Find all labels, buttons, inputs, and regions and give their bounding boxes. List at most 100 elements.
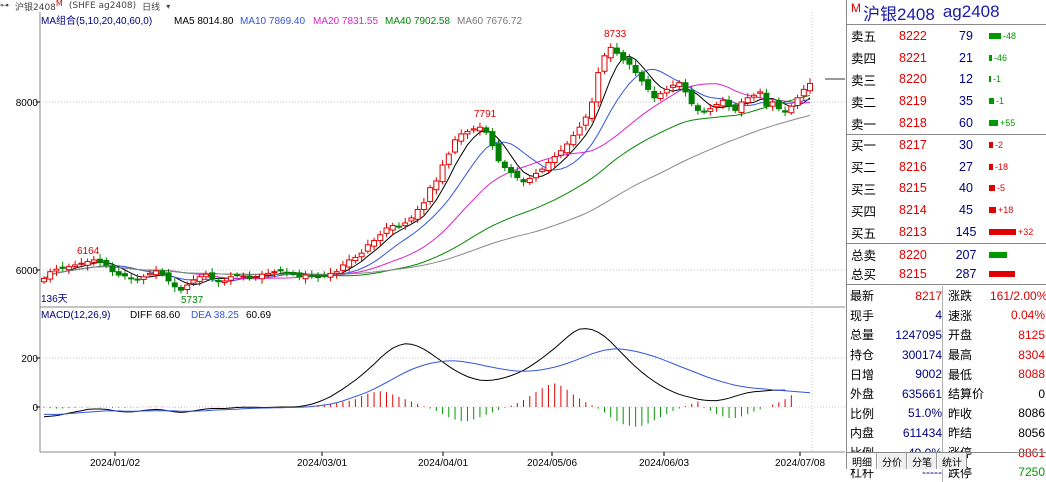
candle-body <box>302 274 309 280</box>
candle <box>800 85 807 101</box>
candle-body <box>483 127 490 133</box>
candle-body <box>601 55 608 72</box>
candle-body <box>377 234 384 242</box>
date-axis: 2024/01/02 2024/03/01 2024/04/01 2024/05… <box>90 458 825 469</box>
candle-body <box>570 135 577 146</box>
candle <box>626 54 633 70</box>
ask-row[interactable]: 卖二 8219 35 -1 <box>847 90 1046 112</box>
stat-label: 外盘 <box>850 387 875 402</box>
level-change: -18 <box>995 161 1009 172</box>
candle-body <box>227 276 234 281</box>
toolbar-code: (SHFE ag2408) <box>68 1 137 11</box>
candle-body <box>395 225 402 228</box>
candle-body <box>707 108 714 112</box>
candle-body <box>713 104 720 108</box>
candle-body <box>109 265 116 273</box>
stat-label: 比例 <box>850 406 875 421</box>
candle-body <box>476 126 483 132</box>
stat-row: 最新 8217 涨跌 161/2.00% <box>847 286 1046 306</box>
tab-tick[interactable]: 分笔 <box>907 453 937 469</box>
candle-body <box>283 271 290 274</box>
candle <box>109 262 116 277</box>
candle-body <box>184 284 191 290</box>
chart-toolbar: ⊶ 沪银2408M (SHFE ag2408) 日线 ▾ <box>0 0 845 13</box>
chevron-down-icon[interactable]: ▾ <box>166 1 171 11</box>
price-label-6000: 6000 <box>16 266 39 277</box>
level-label: 卖五 <box>851 30 877 45</box>
level-change: -46 <box>994 52 1008 63</box>
candle <box>53 264 60 276</box>
bid-row[interactable]: 买二 8216 27 -18 <box>847 156 1046 178</box>
volume-bar <box>989 32 1001 39</box>
stat-label: 最高 <box>948 348 973 363</box>
total-row: 总买 8215 287 <box>847 264 1046 283</box>
stat-label: 内盘 <box>850 426 875 441</box>
candle <box>302 270 309 284</box>
ask-row[interactable]: 卖一 8218 60 +55 <box>847 112 1046 134</box>
candle-body <box>495 143 502 162</box>
candle-body <box>296 272 303 278</box>
stat-value: 8088 <box>1018 367 1045 382</box>
tab-stats[interactable]: 统计 <box>937 453 967 469</box>
macd-legend-diff: DIFF 68.60 <box>130 310 180 321</box>
candle <box>252 274 259 281</box>
total-price: 8220 <box>899 247 927 262</box>
candle-body <box>726 99 733 107</box>
candle <box>489 128 496 150</box>
candle-body <box>750 94 757 98</box>
ma-legend-ma20: MA20 7831.55 <box>313 16 378 27</box>
ask-row[interactable]: 卖五 8222 79 -48 <box>847 25 1046 47</box>
total-volume: 207 <box>955 247 977 262</box>
volume-bar <box>989 229 1016 236</box>
stat-value: 1247095 <box>895 327 942 342</box>
stat-label: 结算价 <box>948 387 985 402</box>
candle-body <box>782 110 789 113</box>
candle-body <box>788 105 795 114</box>
stats-divider <box>847 284 1046 285</box>
stat-label: 速涨 <box>948 308 973 323</box>
candle <box>115 266 122 278</box>
candle-body <box>240 275 247 278</box>
candle <box>713 102 720 112</box>
ask-row[interactable]: 卖三 8220 12 -1 <box>847 69 1046 91</box>
bid-row[interactable]: 买四 8214 45 +18 <box>847 199 1046 221</box>
toolbar-period[interactable]: 日线 <box>142 2 161 13</box>
candle <box>514 166 521 181</box>
level-label: 买二 <box>851 161 877 176</box>
candle <box>427 185 434 205</box>
level-bar: -48 <box>989 31 1035 41</box>
candle-body <box>607 46 614 59</box>
stat-label: 最低 <box>948 367 973 382</box>
bid-row[interactable]: 买五 8213 145 +32 <box>847 221 1046 243</box>
tab-detail[interactable]: 明细 <box>847 453 877 469</box>
ma-legend-ma10: MA10 7869.40 <box>240 16 305 27</box>
candle-body <box>613 47 620 54</box>
candle-body <box>383 227 390 234</box>
kline-chart[interactable]: 8733 7791 6164 5737 136天 8000 6000 200 0… <box>0 12 845 469</box>
level-volume: 30 <box>959 137 973 152</box>
candle-body <box>315 274 322 279</box>
candle-body <box>669 84 676 88</box>
candle <box>72 260 79 270</box>
level-bar: -2 <box>989 140 1035 150</box>
candle-body <box>178 286 185 291</box>
tab-price[interactable]: 分价 <box>877 453 907 469</box>
link-icon[interactable]: ⊶ <box>0 1 9 11</box>
stat-label: 昨收 <box>948 406 973 421</box>
bid-row[interactable]: 买三 8215 40 -5 <box>847 178 1046 200</box>
candle <box>520 177 527 187</box>
total-volume: 287 <box>955 266 977 281</box>
candle-body <box>420 202 427 211</box>
stat-label: 开盘 <box>948 328 973 343</box>
macd-legend-value: 60.69 <box>246 310 271 321</box>
candle-body <box>41 277 47 283</box>
stat-value: 635661 <box>901 386 942 401</box>
candle <box>346 254 353 272</box>
level-price: 8220 <box>899 72 927 87</box>
candle-body <box>620 52 627 61</box>
order-book-panel: M 沪银2408 ag2408 卖五 8222 79 -48 卖四 8221 21 -46 卖三… <box>846 0 1046 482</box>
candle <box>676 80 683 90</box>
bid-row[interactable]: 买一 8217 30 -2 <box>847 134 1046 156</box>
ask-row[interactable]: 卖四 8221 21 -46 <box>847 47 1046 69</box>
candle <box>146 269 153 278</box>
